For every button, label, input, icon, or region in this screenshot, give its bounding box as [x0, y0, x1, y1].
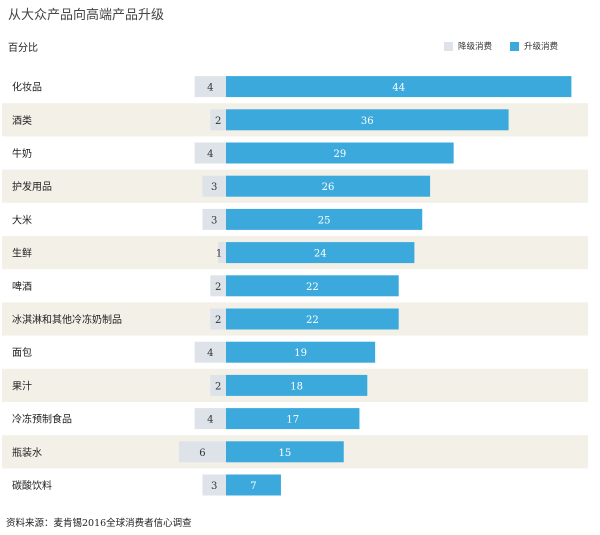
bar-downgrade	[210, 109, 226, 131]
legend-item-upgrade: 升级消费	[509, 40, 558, 52]
category-label: 果汁	[12, 379, 32, 392]
data-label-downgrade: 3	[211, 215, 217, 226]
data-label-downgrade: 4	[207, 348, 213, 359]
bar-downgrade	[218, 242, 226, 264]
data-label-downgrade: 2	[215, 381, 221, 392]
legend-swatch-upgrade	[509, 41, 519, 51]
legend-label-downgrade: 降级消费	[457, 42, 492, 52]
data-label-downgrade: 2	[215, 282, 221, 293]
category-label: 碳酸饮料	[12, 479, 52, 492]
bar-upgrade	[226, 208, 423, 230]
bar-downgrade	[210, 275, 226, 297]
bar-downgrade	[178, 441, 226, 463]
category-label: 大米	[12, 213, 32, 226]
category-label: 冷冻预制食品	[12, 413, 72, 426]
data-label-downgrade: 3	[211, 182, 217, 193]
data-label-downgrade: 2	[215, 116, 221, 127]
category-label: 瓶装水	[12, 446, 42, 459]
bar-downgrade	[194, 142, 226, 164]
category-label: 生鲜	[12, 247, 32, 260]
data-label-downgrade: 2	[215, 315, 221, 326]
bar-upgrade	[226, 374, 368, 396]
data-label-upgrade: 24	[314, 249, 327, 260]
bar-downgrade	[194, 341, 226, 363]
data-label-downgrade: 1	[216, 249, 222, 260]
bar-downgrade	[202, 208, 226, 230]
category-label: 牛奶	[12, 147, 32, 160]
chart-title: 从大众产品向高端产品升级	[8, 8, 165, 23]
data-label-upgrade: 15	[279, 448, 292, 459]
data-label-downgrade: 4	[207, 83, 213, 94]
data-label-downgrade: 6	[199, 448, 205, 459]
data-label-upgrade: 29	[333, 149, 346, 160]
bar-downgrade	[194, 408, 226, 430]
data-label-upgrade: 22	[306, 282, 319, 293]
bar-upgrade	[226, 341, 376, 363]
data-label-downgrade: 4	[207, 415, 213, 426]
data-label-upgrade: 44	[392, 83, 405, 94]
data-label-upgrade: 25	[318, 215, 331, 226]
bar-downgrade	[202, 474, 226, 496]
legend-item-downgrade: 降级消费	[443, 40, 492, 52]
data-label-upgrade: 18	[290, 381, 303, 392]
data-label-upgrade: 22	[306, 315, 319, 326]
bar-upgrade	[226, 76, 572, 98]
category-label: 面包	[12, 346, 32, 359]
legend-label-upgrade: 升级消费	[523, 42, 558, 52]
bar-upgrade	[226, 441, 344, 463]
bar-upgrade	[226, 308, 399, 330]
legend-swatch-downgrade	[443, 41, 453, 51]
source-note: 资料来源：麦肯锡2016全球消费者信心调查	[6, 518, 192, 529]
data-label-upgrade: 7	[250, 481, 256, 492]
bar-downgrade	[210, 308, 226, 330]
bar-upgrade	[226, 109, 509, 131]
legend: 降级消费 升级消费	[443, 40, 558, 52]
category-label: 化妆品	[12, 81, 42, 94]
unit-label: 百分比	[8, 43, 38, 54]
category-label: 冰淇淋和其他冷冻奶制品	[12, 313, 122, 326]
data-label-upgrade: 26	[322, 182, 335, 193]
bar-downgrade	[202, 175, 226, 197]
data-label-downgrade: 4	[207, 149, 213, 160]
data-label-downgrade: 3	[211, 481, 217, 492]
bar-downgrade	[210, 374, 226, 396]
category-label: 护发用品	[12, 180, 52, 193]
bar-upgrade	[226, 242, 415, 264]
data-label-upgrade: 17	[286, 415, 299, 426]
bar-upgrade	[226, 175, 431, 197]
bar-upgrade	[226, 142, 454, 164]
category-label: 酒类	[12, 114, 32, 127]
category-label: 啤酒	[12, 281, 32, 293]
bar-upgrade	[226, 275, 399, 297]
data-label-upgrade: 36	[361, 116, 374, 127]
bar-upgrade	[226, 474, 281, 496]
bar-upgrade	[226, 408, 360, 430]
data-label-upgrade: 19	[294, 348, 307, 359]
bar-downgrade	[194, 76, 226, 98]
